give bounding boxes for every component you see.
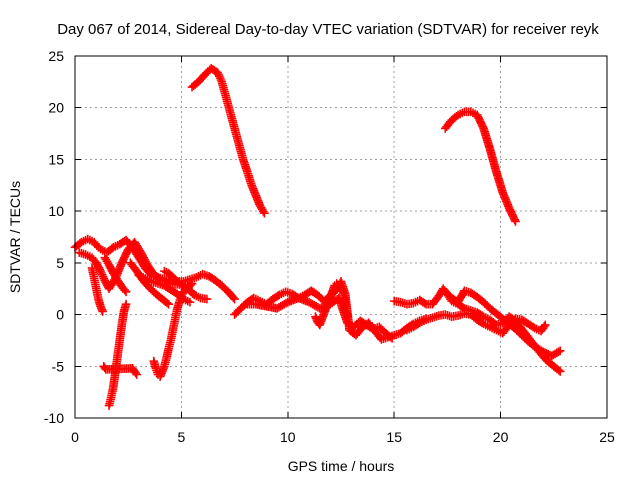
- data-point: [230, 294, 239, 304]
- axis-ticks: 0 5 10 15 20 25 -10 -5 0 5 10 15 20 25: [44, 48, 615, 445]
- data-series-group: [70, 64, 565, 410]
- series-dip-1: [104, 299, 131, 410]
- y-tick-label: -5: [52, 358, 65, 374]
- data-point: [164, 299, 173, 309]
- series-dip-2: [149, 279, 197, 381]
- data-point: [185, 297, 195, 307]
- data-point: [121, 299, 131, 309]
- data-point: [260, 208, 269, 218]
- data-point: [555, 367, 565, 376]
- x-tick-label: 10: [280, 429, 296, 445]
- data-point: [555, 346, 565, 356]
- data-point-interp: [186, 280, 195, 290]
- y-tick-label: 5: [56, 255, 64, 271]
- data-point-interp: [229, 293, 238, 302]
- data-point: [540, 320, 550, 330]
- series-arc-g: [160, 266, 212, 304]
- data-point: [387, 334, 397, 343]
- x-tick-label: 0: [71, 429, 79, 445]
- series-arc-high-2: [440, 107, 520, 226]
- y-tick-label: 25: [48, 48, 64, 64]
- x-tick-label: 15: [386, 429, 402, 445]
- x-tick-label: 5: [178, 429, 186, 445]
- data-point: [202, 294, 212, 304]
- series-late-b: [440, 286, 565, 361]
- series-arc-c: [87, 263, 107, 316]
- series-mid-spikes: [311, 279, 352, 330]
- data-point: [98, 307, 107, 316]
- x-tick-label: 25: [599, 429, 615, 445]
- series-late-c: [402, 309, 550, 338]
- series-arc-f: [134, 270, 195, 307]
- y-tick-label: -10: [44, 410, 64, 426]
- data-point: [132, 370, 142, 379]
- y-tick-label: 15: [48, 151, 64, 167]
- data-point: [121, 287, 131, 297]
- y-axis-label: SDTVAR / TECUs: [7, 181, 23, 293]
- x-axis-label: GPS time / hours: [288, 458, 395, 474]
- series-dots-low: [99, 361, 142, 379]
- data-point: [343, 312, 352, 321]
- y-tick-label: 10: [48, 203, 64, 219]
- chart-title: Day 067 of 2014, Sidereal Day-to-day VTE…: [57, 21, 599, 38]
- series-arc-d: [100, 253, 131, 297]
- y-tick-label: 20: [48, 100, 64, 116]
- data-point: [511, 217, 520, 226]
- x-tick-label: 20: [493, 429, 509, 445]
- data-point: [187, 279, 197, 288]
- y-tick-label: 0: [56, 307, 64, 323]
- series-arc-high-1: [187, 64, 269, 218]
- plot-frame: [74, 55, 608, 419]
